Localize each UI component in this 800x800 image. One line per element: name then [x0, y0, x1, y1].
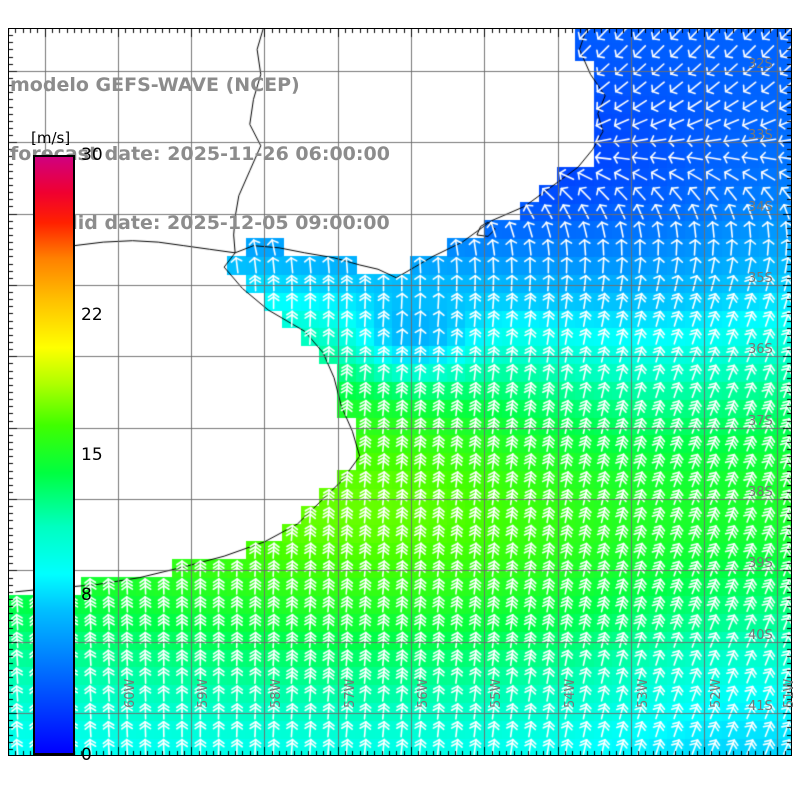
- lon-tick-label: 52W: [709, 678, 725, 708]
- forecast-date: forecast date: 2025-11-26 06:00:00: [10, 143, 390, 165]
- lon-tick-label: 58W: [269, 678, 285, 708]
- lon-tick-label: 56W: [415, 678, 431, 708]
- colorbar-tick-label: 22: [81, 305, 103, 325]
- colorbar-gradient: [33, 155, 75, 755]
- colorbar-tick-label: 30: [81, 145, 103, 165]
- colorbar-tick-label: 15: [81, 445, 103, 465]
- lon-tick-label: 57W: [342, 678, 358, 708]
- lon-tick-label: 59W: [196, 678, 212, 708]
- lat-tick-label: 32S: [748, 56, 773, 72]
- lon-tick-label: 60W: [122, 678, 138, 708]
- graticule-grid: [8, 28, 792, 756]
- lat-tick-label: 37S: [748, 413, 773, 429]
- lon-tick-label: 53W: [635, 678, 651, 708]
- lon-tick-label: 54W: [562, 678, 578, 708]
- colorbar-units-label: [m/s]: [31, 129, 71, 147]
- lat-tick-label: 39S: [748, 556, 773, 572]
- title-block: modelo GEFS-WAVE (NCEP) forecast date: 2…: [10, 28, 390, 281]
- lat-tick-label: 33S: [748, 128, 773, 144]
- map-plot-area[interactable]: [8, 28, 792, 756]
- lat-tick-label: 41S: [748, 699, 773, 715]
- lat-tick-label: 35S: [748, 270, 773, 286]
- valid-date: valid date: 2025-12-05 09:00:00: [46, 212, 390, 234]
- lon-tick-label: 51W: [782, 678, 798, 708]
- model-title: modelo GEFS-WAVE (NCEP): [10, 74, 300, 96]
- lon-tick-label: 55W: [489, 678, 505, 708]
- lat-tick-label: 34S: [748, 199, 773, 215]
- lat-tick-label: 36S: [748, 342, 773, 358]
- colorbar-tick-label: 0: [81, 745, 92, 765]
- lat-tick-label: 40S: [748, 627, 773, 643]
- colorbar-tick-label: 8: [81, 585, 92, 605]
- lat-tick-label: 38S: [748, 485, 773, 501]
